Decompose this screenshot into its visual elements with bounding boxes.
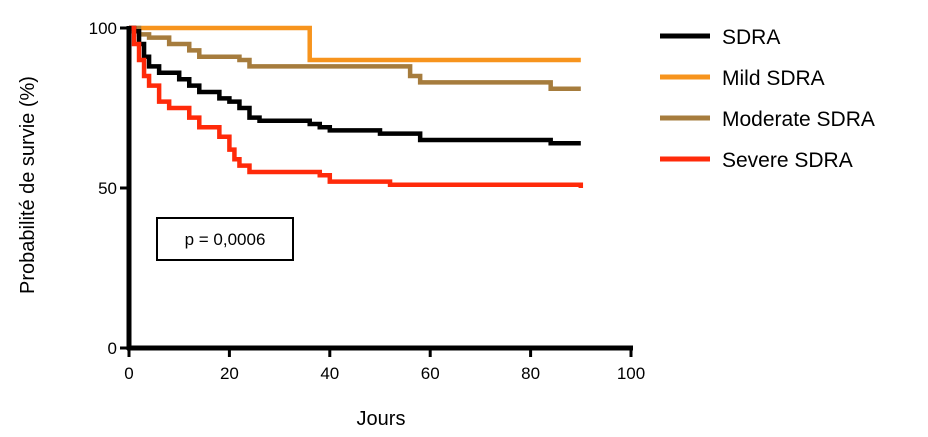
series-line-mild-sdra <box>129 25 581 63</box>
x-tick-label: 100 <box>617 364 645 383</box>
x-tick-label: 60 <box>421 364 440 383</box>
y-axis-title: Probabilité de survie (%) <box>17 76 39 294</box>
x-tick-label: 20 <box>220 364 239 383</box>
series-line-severe-sdra <box>129 25 584 188</box>
x-tick-label: 80 <box>521 364 540 383</box>
x-tick-label: 40 <box>320 364 339 383</box>
legend-label: Moderate SDRA <box>722 108 875 131</box>
series-line-moderate-sdra <box>129 25 581 92</box>
plot-lines <box>129 25 584 188</box>
y-tick-label: 50 <box>98 179 117 198</box>
y-tick-label: 100 <box>89 19 117 38</box>
legend-label: Mild SDRA <box>722 67 825 90</box>
p-value-box: p = 0,0006 <box>156 217 294 261</box>
x-tick-label: 0 <box>124 364 133 383</box>
y-tick-label: 0 <box>108 339 117 358</box>
x-axis-title: Jours <box>357 408 406 430</box>
series-line-sdra <box>129 25 581 146</box>
p-value-text: p = 0,0006 <box>185 230 266 249</box>
legend-label: SDRA <box>722 26 780 49</box>
legend-label: Severe SDRA <box>722 149 853 172</box>
ticks: 0 20 40 60 80 100 0 50 100 <box>89 19 646 383</box>
legend: SDRA Mild SDRA Moderate SDRA Severe SDRA <box>660 26 875 172</box>
axes <box>126 26 633 351</box>
